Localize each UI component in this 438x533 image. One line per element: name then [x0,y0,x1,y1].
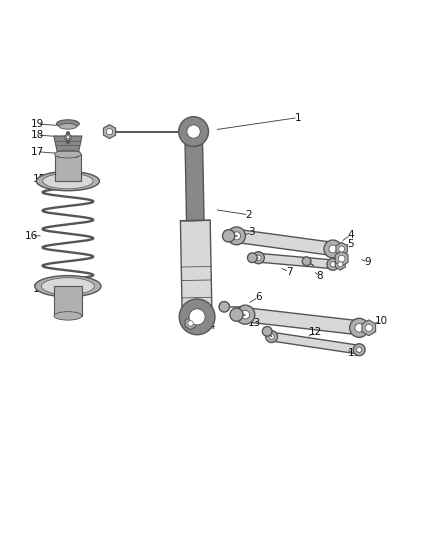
Circle shape [324,240,342,258]
Polygon shape [244,308,360,335]
Polygon shape [335,251,348,266]
Circle shape [256,255,261,261]
Circle shape [339,246,345,252]
Ellipse shape [55,150,81,158]
Circle shape [302,257,311,265]
Text: 9: 9 [364,257,371,267]
Circle shape [329,245,337,253]
Text: 5: 5 [347,239,354,249]
Polygon shape [362,320,376,336]
Circle shape [355,324,364,332]
Ellipse shape [42,278,94,295]
Circle shape [330,262,336,267]
Circle shape [189,309,205,325]
Polygon shape [54,136,82,157]
Polygon shape [103,125,116,139]
Circle shape [327,259,339,270]
Text: 14: 14 [203,321,216,330]
Text: 7: 7 [286,266,293,277]
Bar [55,154,81,181]
Circle shape [236,305,255,324]
Text: 2: 2 [245,210,252,220]
Text: 1: 1 [294,112,301,123]
Circle shape [241,310,250,319]
Text: 3: 3 [248,228,255,237]
Circle shape [223,230,235,242]
Text: 18: 18 [31,130,44,140]
Ellipse shape [36,172,99,191]
Circle shape [66,136,70,139]
Text: 17: 17 [31,147,44,157]
Polygon shape [236,229,334,255]
Text: 6: 6 [255,292,262,302]
Circle shape [247,253,257,263]
Circle shape [365,324,372,332]
Circle shape [338,255,345,262]
Polygon shape [258,253,333,269]
Text: 12: 12 [309,327,322,337]
Ellipse shape [57,120,79,128]
Circle shape [252,252,265,264]
Polygon shape [180,220,212,317]
Ellipse shape [42,173,93,189]
Circle shape [338,262,343,267]
Text: 8: 8 [316,271,323,281]
Circle shape [265,330,278,343]
Circle shape [350,318,369,337]
Circle shape [357,347,362,352]
Ellipse shape [59,124,77,129]
Circle shape [228,227,245,245]
Text: 4: 4 [347,230,354,240]
Text: 10: 10 [374,316,388,326]
Polygon shape [185,317,196,329]
Circle shape [188,321,193,326]
Circle shape [187,125,200,138]
Text: 13: 13 [247,318,261,328]
Ellipse shape [54,312,82,320]
Circle shape [233,232,240,240]
Circle shape [106,128,113,135]
Polygon shape [336,243,347,255]
Text: 15: 15 [33,174,46,184]
Polygon shape [336,259,345,270]
Circle shape [353,344,365,356]
Circle shape [179,299,215,335]
Text: 11: 11 [348,348,361,358]
Circle shape [219,302,230,312]
Circle shape [179,117,208,147]
Circle shape [230,308,243,321]
Polygon shape [271,332,360,354]
Text: 19: 19 [31,119,44,129]
Text: 15: 15 [33,284,46,294]
Circle shape [269,334,274,340]
Circle shape [262,327,272,336]
Ellipse shape [35,276,101,297]
Text: 16: 16 [25,231,38,241]
Bar [54,286,82,316]
Polygon shape [65,134,71,141]
Polygon shape [185,132,204,221]
